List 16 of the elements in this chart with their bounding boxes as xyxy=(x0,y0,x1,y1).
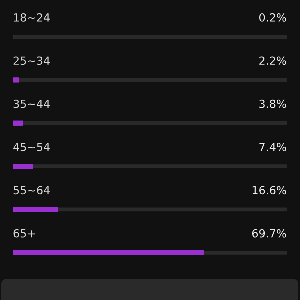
bar xyxy=(13,120,24,126)
y-tick-label: 65+ xyxy=(14,229,36,238)
bar xyxy=(13,164,34,170)
bar xyxy=(13,78,20,83)
y-tick-label: 45~54 xyxy=(14,143,50,152)
data-label: 3.8% xyxy=(260,100,286,108)
y-tick-label: 35~44 xyxy=(14,100,50,108)
y-tick-label: 18~24 xyxy=(14,14,50,22)
data-label: 0.2% xyxy=(260,14,286,22)
data-label: 69.7% xyxy=(252,229,286,238)
y-tick-label: 25~34 xyxy=(14,56,50,66)
data-label: 16.6% xyxy=(252,186,286,195)
bar xyxy=(13,207,58,212)
data-label: 2.2% xyxy=(260,56,286,66)
y-tick-label: 55~64 xyxy=(14,186,50,195)
data-label: 7.4% xyxy=(260,143,286,152)
